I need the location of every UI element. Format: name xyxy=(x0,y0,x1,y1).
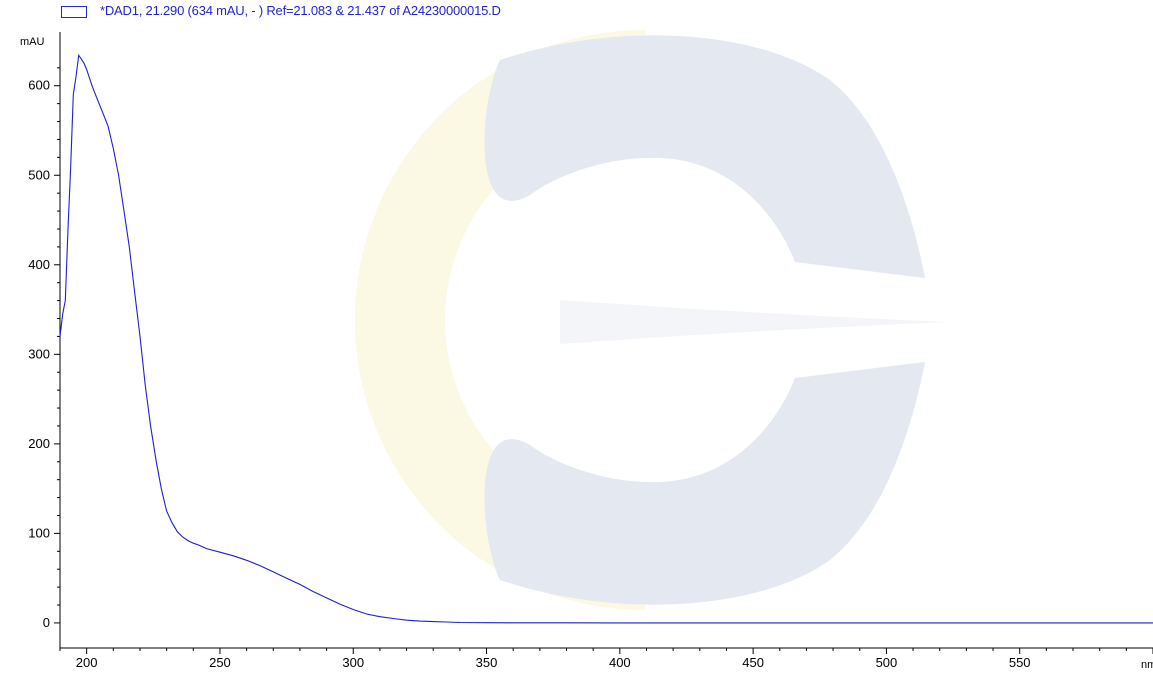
y-tick-label: 600 xyxy=(28,78,50,93)
y-axis-ticks: 0 100 200 300 400 500 600 xyxy=(28,67,60,630)
x-tick-label: 400 xyxy=(609,655,631,670)
y-axis-unit-label: mAU xyxy=(20,36,45,48)
y-tick-label: 300 xyxy=(28,346,50,361)
legend-swatch xyxy=(61,6,87,18)
y-tick-label: 400 xyxy=(28,257,50,272)
x-tick-label: 550 xyxy=(1009,655,1031,670)
x-tick-label: 250 xyxy=(209,655,231,670)
x-tick-label: 350 xyxy=(476,655,498,670)
y-tick-label: 500 xyxy=(28,167,50,182)
x-tick-label: 500 xyxy=(876,655,898,670)
y-tick-label: 100 xyxy=(28,525,50,540)
company-logo-watermark xyxy=(354,29,950,610)
x-tick-label: 300 xyxy=(342,655,364,670)
x-tick-label: 200 xyxy=(76,655,98,670)
legend-text: *DAD1, 21.290 (634 mAU, - ) Ref=21.083 &… xyxy=(100,3,501,18)
x-axis-unit-label: nm xyxy=(1141,659,1153,671)
axes xyxy=(59,32,1153,649)
y-tick-label: 0 xyxy=(43,615,50,630)
x-tick-label: 450 xyxy=(742,655,764,670)
x-axis-ticks: 200 250 300 350 400 450 500 550 xyxy=(59,648,1153,670)
spectrum-line xyxy=(59,53,1153,624)
y-tick-label: 200 xyxy=(28,436,50,451)
